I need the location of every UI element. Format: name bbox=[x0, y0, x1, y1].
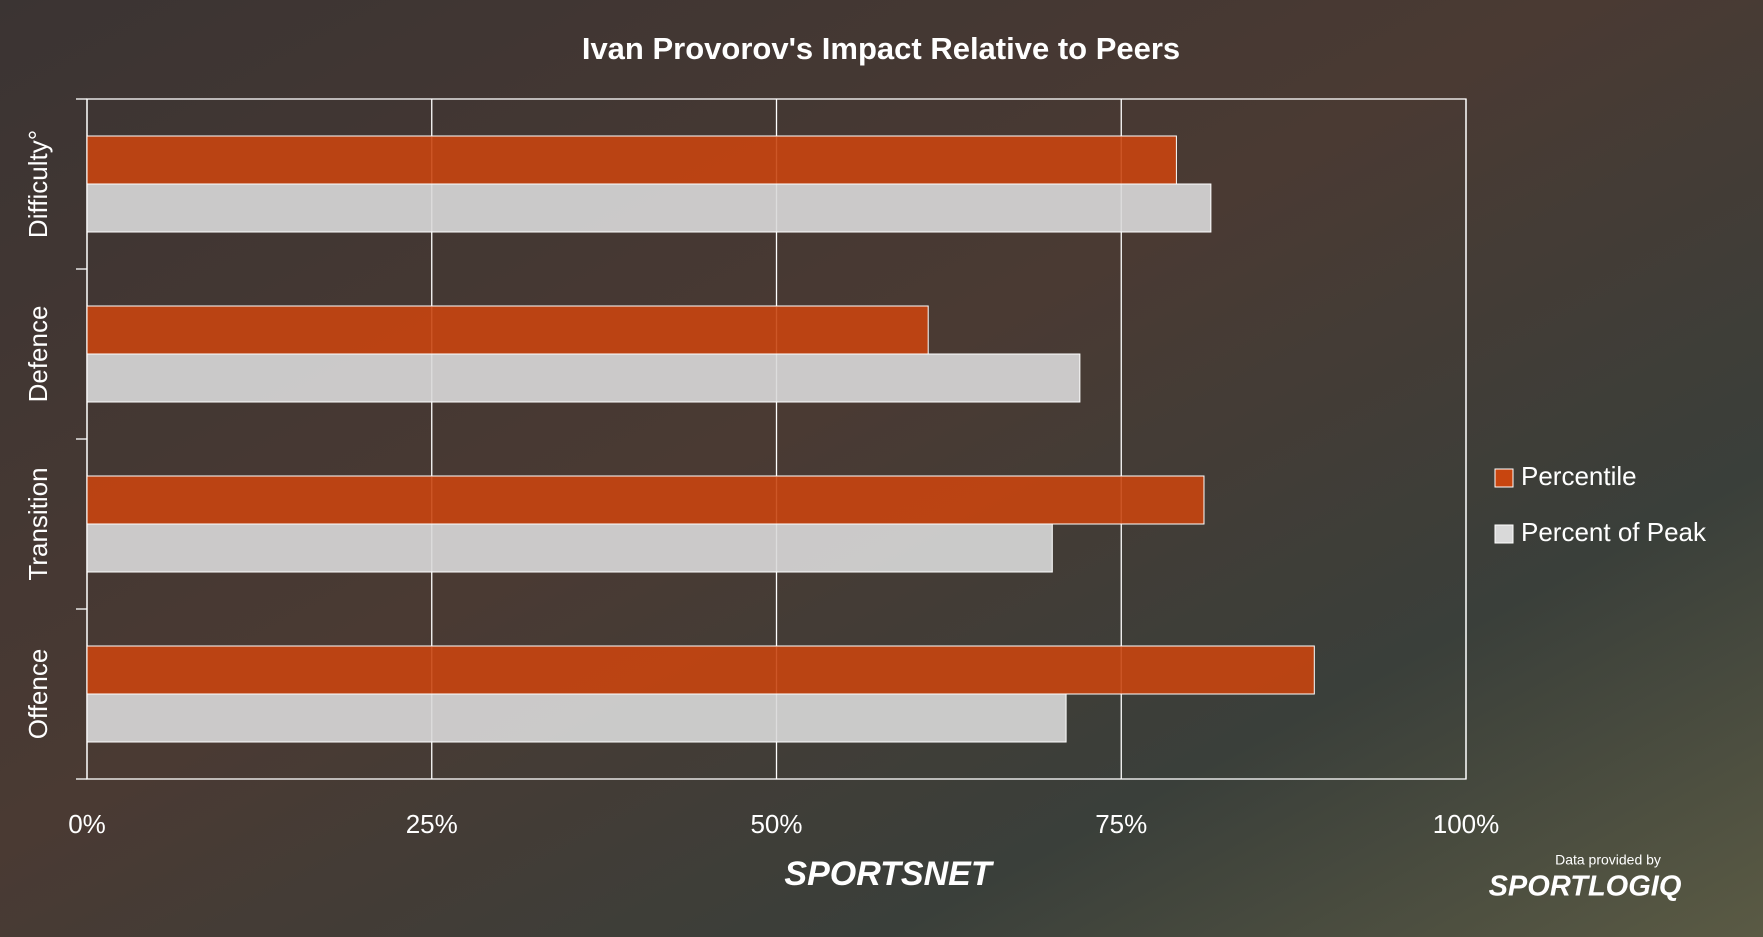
bar bbox=[86, 523, 1053, 573]
y-tick-label: Offence bbox=[23, 649, 53, 740]
x-tick-label: 0% bbox=[68, 809, 106, 839]
x-tick-label: 75% bbox=[1095, 809, 1147, 839]
y-tick-label: Transition bbox=[23, 467, 53, 580]
bar bbox=[86, 183, 1212, 233]
bar bbox=[86, 645, 1315, 695]
chart-title: Ivan Provorov's Impact Relative to Peers bbox=[582, 31, 1180, 66]
legend-swatch bbox=[1494, 524, 1514, 544]
x-tick-label: 50% bbox=[750, 809, 802, 839]
legend-label: Percentile bbox=[1521, 461, 1637, 491]
provider-logo: SPORTLOGIQ bbox=[1489, 871, 1682, 903]
bar bbox=[86, 135, 1177, 185]
network-logo: SPORTSNET bbox=[784, 855, 994, 893]
y-tick-label: Defence bbox=[23, 306, 53, 403]
bar bbox=[86, 693, 1067, 743]
bar bbox=[86, 305, 929, 355]
y-tick-label: Difficulty° bbox=[23, 130, 53, 238]
x-tick-label: 25% bbox=[406, 809, 458, 839]
legend-swatch bbox=[1494, 468, 1514, 488]
legend-label: Percent of Peak bbox=[1521, 517, 1707, 547]
bar bbox=[86, 353, 1081, 403]
bar bbox=[86, 475, 1205, 525]
credit: Data provided by bbox=[1555, 852, 1661, 868]
x-tick-label: 100% bbox=[1433, 809, 1500, 839]
